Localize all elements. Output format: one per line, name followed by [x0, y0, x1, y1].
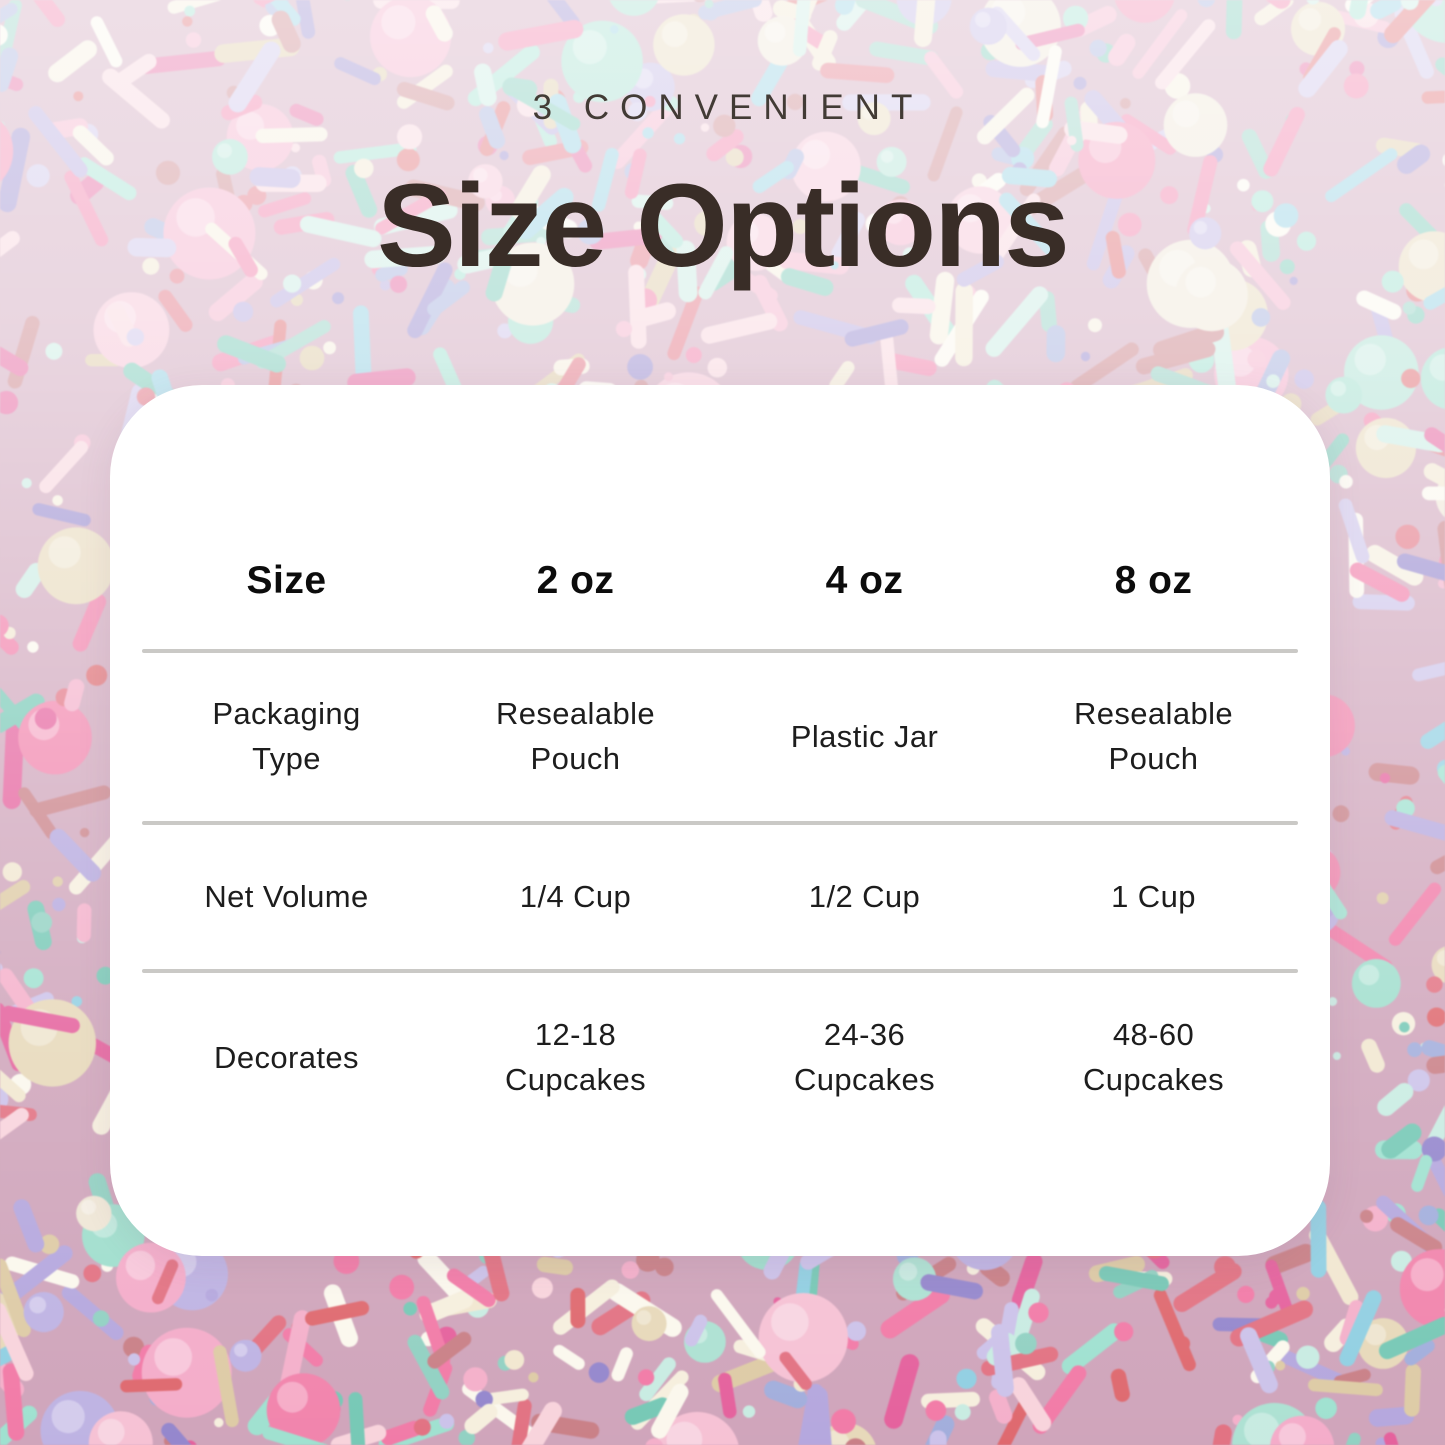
packaging-4oz: Plastic Jar	[790, 718, 939, 754]
table-row-packaging-type: Packaging Type Resealable Pouch Plastic …	[142, 653, 1298, 821]
table-header-row: Size 2 oz 4 oz 8 oz	[142, 385, 1298, 649]
table-row-decorates: Decorates 12-18 Cupcakes 24-36 Cupcakes …	[142, 973, 1298, 1143]
packaging-2oz: Resealable Pouch	[495, 696, 656, 776]
page-title: Size Options	[377, 160, 1070, 292]
divider	[142, 649, 1298, 653]
packaging-8oz: Resealable Pouch	[1073, 696, 1234, 776]
volume-4oz: 1/2 Cup	[808, 878, 921, 914]
divider	[142, 969, 1298, 973]
column-header-8oz: 8 oz	[1114, 559, 1193, 602]
table-row-net-volume: Net Volume 1/4 Cup 1/2 Cup 1 Cup	[142, 825, 1298, 969]
decorates-2oz: 12-18 Cupcakes	[504, 1017, 647, 1097]
kicker-text: 3 CONVENIENT	[532, 88, 924, 127]
decorates-8oz: 48-60 Cupcakes	[1082, 1017, 1225, 1097]
size-options-card: Size 2 oz 4 oz 8 oz Packaging Type Resea…	[110, 385, 1330, 1256]
volume-2oz: 1/4 Cup	[519, 878, 632, 914]
divider	[142, 821, 1298, 825]
column-header-2oz: 2 oz	[536, 559, 615, 602]
volume-8oz: 1 Cup	[1111, 878, 1196, 914]
row-label-packaging-type: Packaging Type	[212, 696, 361, 776]
row-label-decorates: Decorates	[214, 1039, 359, 1075]
column-header-size: Size	[246, 559, 327, 602]
row-label-net-volume: Net Volume	[204, 878, 369, 914]
decorates-4oz: 24-36 Cupcakes	[793, 1017, 936, 1097]
column-header-4oz: 4 oz	[825, 559, 904, 602]
